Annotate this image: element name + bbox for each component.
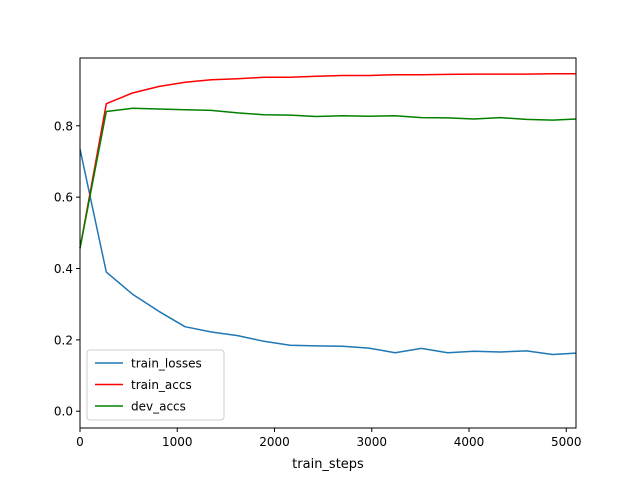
- plot-frame: [79, 57, 577, 429]
- x-tick-label: 2000: [259, 435, 290, 449]
- legend-box: [86, 349, 225, 421]
- x-tick-label: 5000: [551, 435, 582, 449]
- series-line-train-losses: [79, 148, 577, 356]
- y-axis-ticks: 0.0 0.2 0.4 0.6 0.8: [54, 119, 80, 419]
- legend-label: dev_accs: [131, 400, 186, 414]
- legend: train_losses train_accs dev_accs: [86, 349, 225, 421]
- y-tick-label: 0.0: [54, 405, 73, 419]
- x-tick-label: 0: [76, 435, 84, 449]
- y-tick-label: 0.2: [54, 333, 73, 347]
- series-line-dev-accs: [79, 107, 577, 249]
- y-tick-label: 0.4: [54, 262, 73, 276]
- y-tick-label: 0.6: [54, 191, 73, 205]
- plot-series: [79, 72, 577, 356]
- x-tick-label: 3000: [356, 435, 387, 449]
- x-tick-label: 1000: [162, 435, 193, 449]
- x-tick-label: 4000: [454, 435, 485, 449]
- series-line-train-accs: [79, 72, 576, 249]
- legend-label: train_accs: [131, 378, 192, 392]
- legend-label: train_losses: [131, 357, 202, 371]
- x-axis-ticks: 0 1000 2000 3000 4000 5000: [76, 428, 582, 449]
- x-axis-label: train_steps: [292, 457, 364, 472]
- y-tick-label: 0.8: [54, 119, 73, 133]
